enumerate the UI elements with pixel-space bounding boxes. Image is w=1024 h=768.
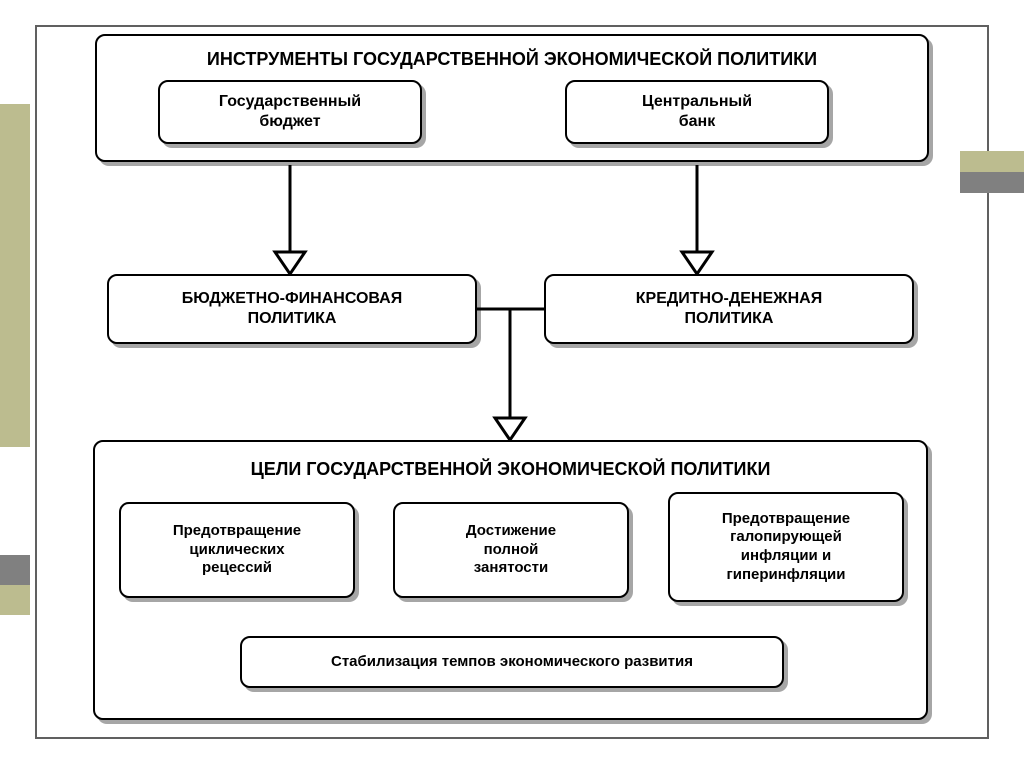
decor-left-sq-bot: [0, 585, 30, 615]
top-container-title: ИНСТРУМЕНТЫ ГОСУДАРСТВЕННОЙ ЭКОНОМИЧЕСКО…: [97, 48, 927, 71]
arrow-middle-down-head: [495, 418, 525, 440]
bot-a-label: Предотвращение циклических рецессий: [165, 518, 309, 582]
diagram-stage: ИНСТРУМЕНТЫ ГОСУДАРСТВЕННОЙ ЭКОНОМИЧЕСКО…: [0, 0, 1024, 768]
mid-right: КРЕДИТНО-ДЕНЕЖНАЯ ПОЛИТИКА: [544, 274, 914, 344]
arrow-top-left-head: [275, 252, 305, 274]
top-right-label: Центральный банк: [634, 88, 760, 136]
decor-right-bottom: [960, 172, 1024, 193]
bot-b-label: Достижение полной занятости: [458, 518, 564, 582]
arrow-top-right-head: [682, 252, 712, 274]
decor-left-sq-top: [0, 555, 30, 585]
bot-d: Стабилизация темпов экономического разви…: [240, 636, 784, 688]
decor-left-olive: [0, 104, 30, 447]
bot-d-label: Стабилизация темпов экономического разви…: [323, 649, 701, 676]
top-left-label: Государственный бюджет: [211, 88, 369, 136]
decor-right-top: [960, 151, 1024, 172]
bot-a: Предотвращение циклических рецессий: [119, 502, 355, 598]
top-right: Центральный банк: [565, 80, 829, 144]
mid-left: БЮДЖЕТНО-ФИНАНСОВАЯ ПОЛИТИКА: [107, 274, 477, 344]
bot-b: Достижение полной занятости: [393, 502, 629, 598]
mid-right-label: КРЕДИТНО-ДЕНЕЖНАЯ ПОЛИТИКА: [628, 285, 830, 333]
bot-container-title: ЦЕЛИ ГОСУДАРСТВЕННОЙ ЭКОНОМИЧЕСКОЙ ПОЛИТ…: [95, 458, 926, 481]
mid-left-label: БЮДЖЕТНО-ФИНАНСОВАЯ ПОЛИТИКА: [174, 285, 410, 333]
top-left: Государственный бюджет: [158, 80, 422, 144]
bot-c-label: Предотвращение галопирующей инфляции и г…: [714, 506, 858, 589]
bot-c: Предотвращение галопирующей инфляции и г…: [668, 492, 904, 602]
